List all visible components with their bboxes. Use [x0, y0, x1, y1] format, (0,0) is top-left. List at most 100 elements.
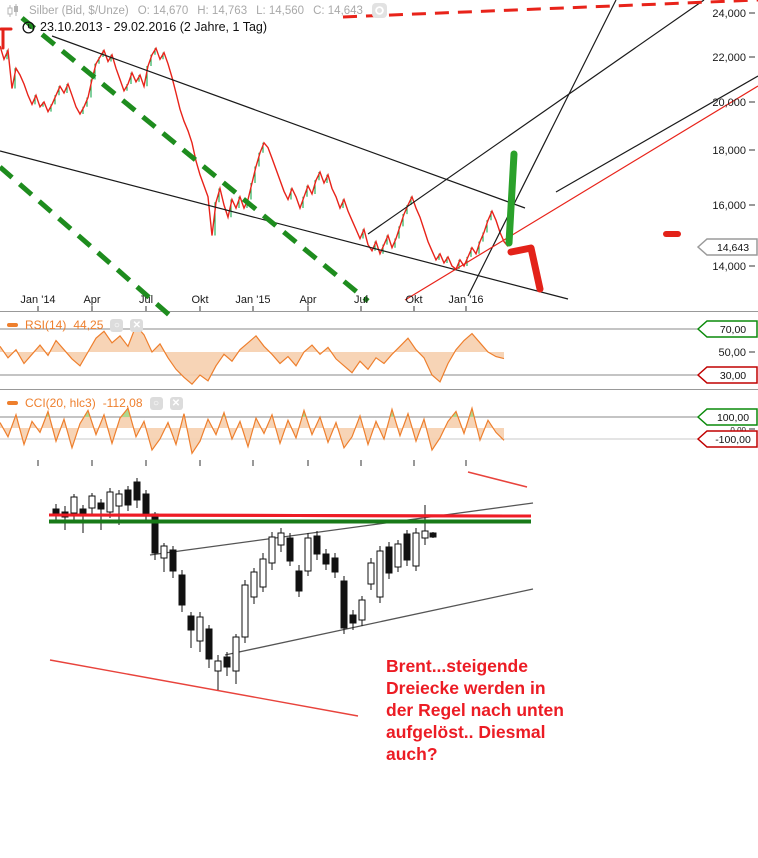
rsi-panel-header: RSI(14) 44,25 ○ ✕ [7, 318, 144, 332]
candle [79, 508, 87, 515]
candle [52, 508, 60, 515]
annotation-red-check [507, 244, 544, 293]
brent-candles [48, 478, 532, 690]
candle [412, 532, 420, 567]
trendline-dashed-red-top [342, 0, 758, 19]
candle [322, 553, 330, 565]
cci-close-icon[interactable]: ✕ [169, 396, 183, 410]
candle [205, 628, 213, 660]
candle [124, 489, 132, 506]
ohlc-low: L: 14,560 [256, 4, 305, 17]
brent-trendline-gray-upper [149, 502, 534, 556]
candle [394, 543, 402, 568]
annotation-line: Brent...steigende [386, 656, 528, 676]
candle [115, 493, 123, 507]
date-range: 23.10.2013 - 29.02.2016 (2 Jahre, 1 Tag) [40, 20, 268, 34]
trendline-descending-lower [0, 150, 569, 300]
candle [232, 636, 240, 672]
candle [142, 493, 150, 515]
candle [429, 532, 437, 538]
y-axis-label: 14,000 [712, 261, 746, 273]
cci-value: -112,08 [102, 396, 143, 410]
x-axis-label: Jan '16 [448, 294, 483, 306]
candle [196, 616, 204, 642]
brent-resistance-red [48, 513, 532, 518]
svg-text:14,643: 14,643 [717, 242, 749, 254]
candle [160, 545, 168, 559]
x-axis-label: Jul [354, 294, 368, 306]
candle [376, 550, 384, 598]
candle [331, 557, 339, 573]
trendline-dashed-green-2 [0, 165, 177, 322]
clock-icon [22, 20, 35, 34]
cci-series [0, 405, 505, 455]
x-axis-label: Okt [405, 294, 422, 306]
annotation-line: auch? [386, 744, 438, 764]
y-axis-label: 18,000 [712, 145, 746, 157]
candle [169, 549, 177, 572]
candle [340, 580, 348, 629]
candle [88, 495, 96, 509]
rsi-settings-icon[interactable]: ○ [110, 318, 124, 332]
candle [286, 537, 294, 562]
svg-text:100,00: 100,00 [717, 412, 749, 424]
y-axis-label: 24,000 [712, 8, 746, 20]
ohlc-open: O: 14,670 [137, 4, 189, 17]
instrument-name: Silber (Bid, $/Unze) [29, 4, 129, 17]
candle [70, 496, 78, 514]
svg-text:30,00: 30,00 [720, 370, 746, 382]
candle [277, 532, 285, 546]
ohlc-close: C: 14,643 [313, 4, 363, 17]
x-axis-label: Okt [191, 294, 208, 306]
candle [250, 571, 258, 598]
candlestick-icon [7, 3, 18, 17]
cci-panel-header: CCI(20, hlc3) -112,08 ○ ✕ [7, 396, 183, 410]
candle [304, 537, 312, 572]
candle [385, 546, 393, 574]
trendline-rising-red [404, 85, 758, 301]
candle [214, 660, 222, 672]
silver-price-series [0, 45, 509, 271]
rsi-color-swatch [7, 323, 18, 327]
cci-color-swatch [7, 401, 18, 405]
candle [268, 536, 276, 564]
x-axis-label: Jan '15 [235, 294, 270, 306]
settings-icon[interactable] [371, 3, 387, 18]
price-tag: 70,00 [696, 320, 758, 338]
candle [313, 535, 321, 555]
candle [223, 656, 231, 668]
rsi-close-icon[interactable]: ✕ [130, 318, 144, 332]
candle [295, 570, 303, 592]
y-axis-label: 50,00 [718, 347, 746, 359]
annotation-green-impulse [505, 150, 518, 247]
x-axis-label: Apr [299, 294, 316, 306]
brent-red-diagonal-top [467, 471, 528, 488]
x-axis-label: Jan '14 [20, 294, 55, 306]
cci-settings-icon[interactable]: ○ [149, 396, 163, 410]
x-axis-label: Apr [83, 294, 100, 306]
annotation-line: Dreiecke werden in [386, 678, 546, 698]
timeframe-header[interactable]: 23.10.2013 - 29.02.2016 (2 Jahre, 1 Tag) [22, 20, 267, 34]
rsi-label: RSI(14) [25, 318, 67, 332]
brent-annotation-text: Brent...steigende Dreiecke werden in der… [386, 655, 564, 765]
x-axis-label: Jul [139, 294, 153, 306]
trendline-rising-steep [467, 0, 617, 297]
trendline-dashed-green-1 [20, 16, 370, 303]
trendline-rising-1 [367, 0, 705, 235]
instrument-header: Silber (Bid, $/Unze) O: 14,670 H: 14,763… [6, 3, 387, 18]
brent-red-diagonal-bottom [49, 659, 359, 717]
annotation-line: aufgelöst.. Diesmal [386, 722, 546, 742]
candle [367, 562, 375, 585]
trendline-rising-right [555, 75, 758, 193]
candle [241, 584, 249, 638]
price-tag: 100,00 [696, 408, 758, 426]
y-axis-label: 22,000 [712, 52, 746, 64]
ohlc-high: H: 14,763 [197, 4, 248, 17]
candle [178, 574, 186, 606]
axes: Jan '14 Apr Jul Okt Jan '15 Apr Jul Okt Jan '16 2… [20, 8, 755, 466]
trendline-descending-upper [51, 35, 526, 209]
svg-text:70,00: 70,00 [720, 324, 746, 336]
candle [97, 502, 105, 510]
